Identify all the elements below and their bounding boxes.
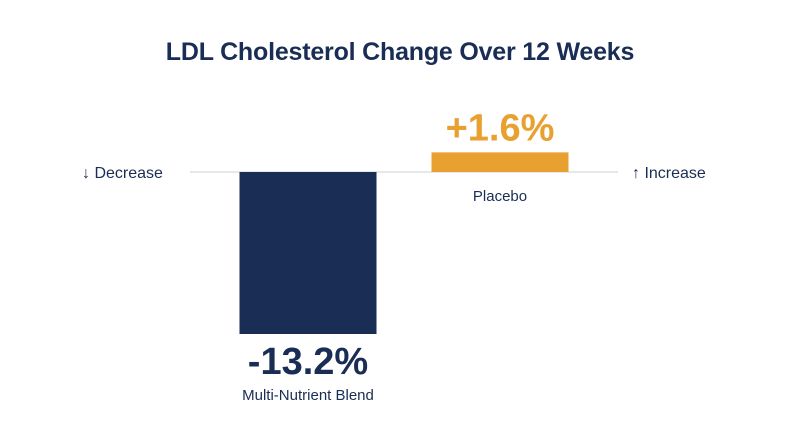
bar-multi-nutrient-blend [239, 172, 377, 334]
bar-placebo [431, 152, 569, 172]
category-label-placebo: Placebo [473, 188, 527, 205]
decrease-annotation: ↓ Decrease [82, 165, 163, 182]
category-label-multi-nutrient-blend: Multi-Nutrient Blend [242, 387, 374, 404]
value-label-placebo: +1.6% [446, 107, 555, 149]
increase-annotation: ↑ Increase [632, 165, 706, 182]
chart-title: LDL Cholesterol Change Over 12 Weeks [165, 38, 635, 66]
value-label-multi-nutrient-blend: -13.2% [248, 341, 368, 383]
